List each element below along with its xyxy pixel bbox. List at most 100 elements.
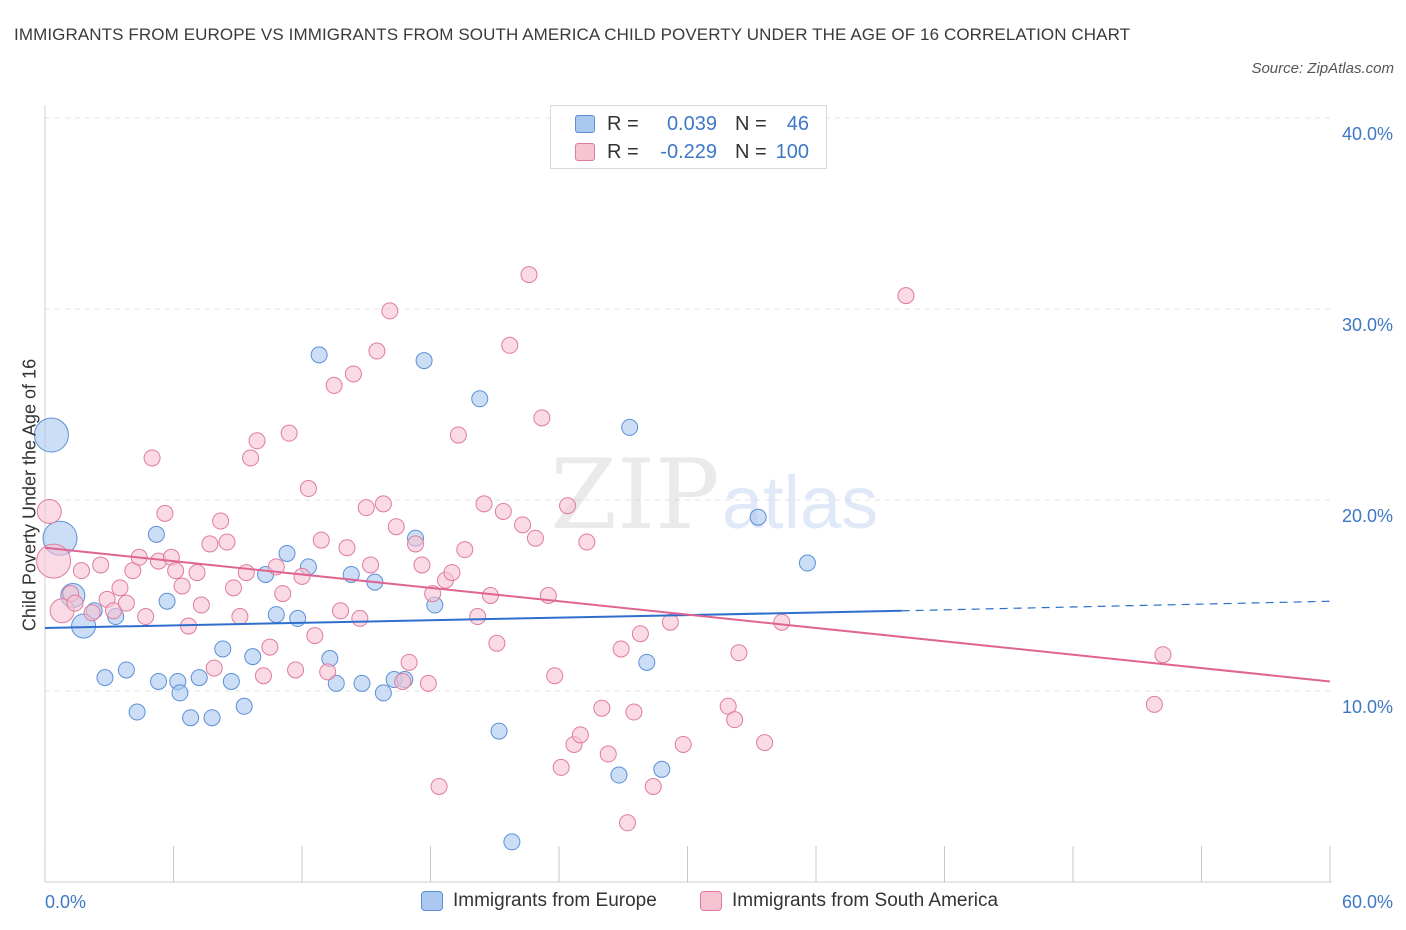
series-legend: Immigrants from Europe Immigrants from S… (0, 890, 1406, 916)
point-europe (503, 833, 521, 851)
point-south-america (280, 424, 298, 442)
point-south-america (381, 302, 399, 320)
series-south-america (36, 266, 1172, 832)
point-south-america (66, 594, 84, 612)
point-south-america (430, 778, 448, 795)
point-south-america (274, 585, 292, 603)
point-south-america (413, 556, 431, 574)
point-south-america (494, 502, 512, 520)
series-europe (33, 346, 816, 851)
point-europe (415, 352, 433, 370)
axes (44, 105, 1332, 883)
europe-swatch (421, 891, 443, 911)
point-south-america (325, 376, 343, 394)
trend-line-south-america (44, 546, 1331, 683)
point-south-america (599, 745, 617, 763)
point-south-america (299, 480, 317, 498)
trend-lines (44, 546, 1331, 683)
legend-item-south-america: Immigrants from South America (700, 890, 998, 912)
legend-label-south-america: Immigrants from South America (732, 890, 999, 911)
chart-title: IMMIGRANTS FROM EUROPE VS IMMIGRANTS FRO… (14, 25, 1131, 44)
point-south-america (173, 577, 191, 595)
n-label: N = (735, 140, 767, 163)
watermark-atlas: atlas (722, 461, 878, 544)
point-europe (214, 640, 232, 658)
point-south-america (192, 596, 210, 614)
point-south-america (1154, 646, 1172, 664)
point-europe (471, 390, 489, 408)
point-south-america (730, 644, 748, 662)
point-south-america (374, 495, 392, 513)
point-south-america (469, 608, 487, 626)
point-south-america (443, 564, 461, 582)
south-america-swatch (700, 891, 722, 911)
point-europe (278, 544, 296, 562)
point-south-america (237, 564, 255, 582)
point-south-america (357, 499, 375, 517)
r-label: R = (607, 112, 639, 135)
stats-row-south-america: R = -0.229 N = 100 (575, 139, 809, 165)
point-south-america (674, 735, 692, 753)
point-europe (610, 766, 628, 784)
point-south-america (897, 287, 915, 305)
point-south-america (205, 659, 223, 677)
r-value: -0.229 (660, 140, 717, 163)
point-europe (490, 722, 508, 740)
point-south-america (188, 564, 206, 582)
point-south-america (400, 653, 418, 671)
point-south-america (83, 604, 101, 622)
point-south-america (167, 562, 185, 580)
r-label: R = (607, 140, 639, 163)
point-europe (150, 672, 168, 690)
point-south-america (254, 667, 272, 685)
point-south-america (137, 608, 155, 626)
point-europe (327, 674, 345, 692)
point-south-america (726, 711, 744, 729)
watermark: ZIP atlas (550, 439, 878, 551)
point-south-america (394, 672, 412, 690)
x-tick-label: 60.0% (1342, 892, 1393, 912)
point-south-america (332, 602, 350, 620)
n-value: 46 (786, 112, 809, 135)
point-south-america (619, 814, 637, 832)
point-south-america (92, 556, 110, 574)
point-europe (621, 418, 639, 436)
point-south-america (526, 529, 544, 547)
point-south-america (773, 613, 791, 631)
point-south-america (248, 432, 266, 450)
stats-row-europe: R = 0.039 N = 46 (575, 111, 809, 137)
point-south-america (501, 336, 519, 354)
point-south-america (156, 504, 174, 522)
watermark-zip: ZIP (550, 439, 719, 551)
point-europe (128, 703, 146, 721)
point-south-america (362, 556, 380, 574)
point-europe (235, 697, 253, 715)
point-south-america (338, 539, 356, 557)
point-south-america (242, 449, 260, 467)
point-europe (749, 508, 767, 526)
source-label: Source: ZipAtlas.com (1251, 60, 1394, 77)
trend-line-europe-projection (901, 600, 1331, 612)
point-south-america (559, 497, 577, 515)
trend-line-europe (44, 609, 902, 629)
point-south-america (625, 703, 643, 721)
point-europe (96, 669, 114, 687)
point-south-america (612, 640, 630, 658)
point-south-america (552, 758, 570, 776)
point-europe (267, 606, 285, 624)
point-europe (33, 417, 69, 453)
point-europe (147, 525, 165, 543)
point-south-america (520, 266, 538, 284)
point-south-america (407, 535, 425, 553)
point-south-america (224, 579, 242, 597)
legend-item-europe: Immigrants from Europe (421, 890, 657, 912)
point-europe (182, 709, 200, 727)
point-south-america (661, 613, 679, 631)
point-south-america (117, 594, 135, 612)
point-south-america (546, 667, 564, 685)
point-europe (171, 684, 189, 702)
point-europe (638, 653, 656, 671)
point-europe (244, 648, 262, 666)
point-europe (374, 684, 392, 702)
point-south-america (456, 541, 474, 559)
